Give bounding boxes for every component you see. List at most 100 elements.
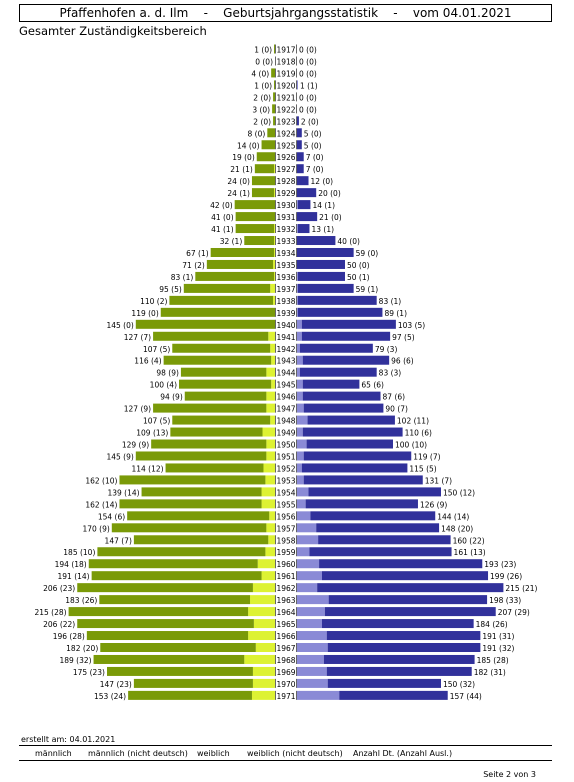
label-birth-year: 1937	[276, 285, 295, 294]
label-birth-year: 1970	[276, 680, 295, 689]
bar-female-foreign	[297, 439, 307, 449]
bar-female-foreign	[297, 523, 317, 533]
bar-male	[170, 427, 263, 437]
label-birth-year: 1963	[276, 596, 295, 605]
label-male-count: 191 (14)	[58, 572, 90, 581]
bar-female	[321, 571, 489, 581]
bar-male	[88, 559, 258, 569]
bar-female-foreign	[297, 654, 324, 664]
label-birth-year: 1960	[276, 560, 295, 569]
bar-female	[297, 295, 377, 305]
bar-male-foreign	[269, 511, 275, 521]
bar-male	[169, 295, 274, 305]
bar-male	[267, 128, 275, 138]
bar-female	[297, 247, 354, 257]
label-male-count: 1 (0)	[254, 46, 272, 55]
bar-female-foreign	[297, 643, 328, 652]
bar-male	[133, 535, 269, 545]
bar-female	[310, 511, 436, 521]
label-female-count: 160 (22)	[453, 536, 485, 545]
label-female-count: 150 (32)	[443, 680, 475, 689]
bar-female	[321, 619, 474, 629]
bar-male-foreign	[266, 367, 275, 377]
bar-female-foreign	[297, 379, 303, 389]
bar-female	[323, 654, 475, 664]
bar-male	[273, 116, 275, 126]
label-female-count: 83 (1)	[379, 297, 402, 306]
label-birth-year: 1951	[276, 452, 295, 461]
bar-male-foreign	[274, 247, 275, 257]
bar-male	[133, 678, 253, 688]
label-birth-year: 1952	[276, 464, 295, 473]
bar-female	[297, 259, 345, 269]
label-female-count: 5 (0)	[304, 141, 322, 150]
label-female-count: 148 (20)	[441, 524, 473, 533]
bar-female	[326, 666, 472, 676]
label-female-count: 161 (13)	[454, 548, 486, 557]
label-female-count: 65 (6)	[361, 381, 384, 390]
bar-female-foreign	[297, 355, 303, 365]
bar-female	[303, 451, 412, 461]
legend: männlich männlich (nicht deutsch) weibli…	[19, 745, 552, 761]
label-female-count: 191 (31)	[482, 632, 514, 641]
bar-male-foreign	[244, 654, 275, 664]
bar-female-foreign	[297, 547, 310, 557]
bar-male-foreign	[248, 607, 275, 617]
bar-female-foreign	[297, 403, 304, 413]
bar-male-foreign	[252, 583, 275, 593]
label-birth-year: 1921	[276, 93, 295, 102]
label-male-count: 129 (9)	[122, 441, 149, 450]
label-birth-year: 1932	[276, 225, 295, 234]
label-birth-year: 1924	[276, 129, 295, 138]
label-female-count: 0 (0)	[299, 46, 317, 55]
bar-male	[111, 523, 267, 533]
label-birth-year: 1917	[276, 46, 295, 55]
bar-male	[86, 631, 249, 641]
label-female-count: 5 (0)	[304, 129, 322, 138]
label-female-count: 126 (9)	[420, 500, 447, 509]
bar-male	[119, 475, 266, 485]
label-female-count: 144 (14)	[437, 512, 469, 521]
bar-male	[234, 200, 275, 210]
label-birth-year: 1918	[276, 57, 295, 66]
label-male-count: 170 (9)	[82, 524, 109, 533]
label-female-count: 59 (0)	[356, 249, 379, 258]
bar-male-foreign	[265, 475, 275, 485]
label-male-count: 162 (14)	[85, 500, 117, 509]
label-male-count: 24 (0)	[227, 177, 250, 186]
bar-male-foreign	[252, 666, 275, 676]
label-male-count: 147 (7)	[105, 536, 132, 545]
bar-male-foreign	[265, 547, 275, 557]
label-female-count: 83 (3)	[379, 369, 402, 378]
label-male-count: 196 (28)	[53, 632, 85, 641]
bar-female	[328, 595, 488, 605]
label-male-count: 95 (5)	[159, 285, 182, 294]
created-date: erstellt am: 04.01.2021	[21, 735, 116, 744]
label-female-count: 102 (11)	[397, 417, 429, 426]
bar-female	[297, 307, 383, 317]
label-male-count: 183 (26)	[65, 596, 97, 605]
label-male-count: 41 (1)	[211, 225, 234, 234]
label-male-count: 114 (12)	[131, 464, 163, 473]
label-female-count: 100 (10)	[395, 441, 427, 450]
legend-item-count-format: Anzahl Dt. (Anzahl Ausl.)	[353, 749, 453, 758]
bar-male-foreign	[270, 283, 275, 293]
label-male-count: 147 (23)	[100, 680, 132, 689]
label-male-count: 3 (0)	[252, 105, 270, 114]
bar-female-foreign	[297, 631, 327, 641]
bar-female	[297, 212, 318, 222]
bar-female	[299, 343, 373, 353]
bar-male-foreign	[261, 571, 275, 581]
label-birth-year: 1949	[276, 429, 295, 438]
bar-female-foreign	[297, 415, 308, 425]
bar-female	[303, 403, 384, 413]
bar-male-foreign	[263, 463, 275, 473]
label-birth-year: 1944	[276, 369, 295, 378]
label-male-count: 32 (1)	[220, 237, 243, 246]
bar-male	[251, 176, 275, 186]
bar-male-foreign	[261, 499, 275, 509]
label-birth-year: 1939	[276, 309, 295, 318]
label-male-count: 189 (32)	[59, 656, 91, 665]
bar-male	[119, 499, 262, 509]
bar-female	[302, 391, 381, 401]
